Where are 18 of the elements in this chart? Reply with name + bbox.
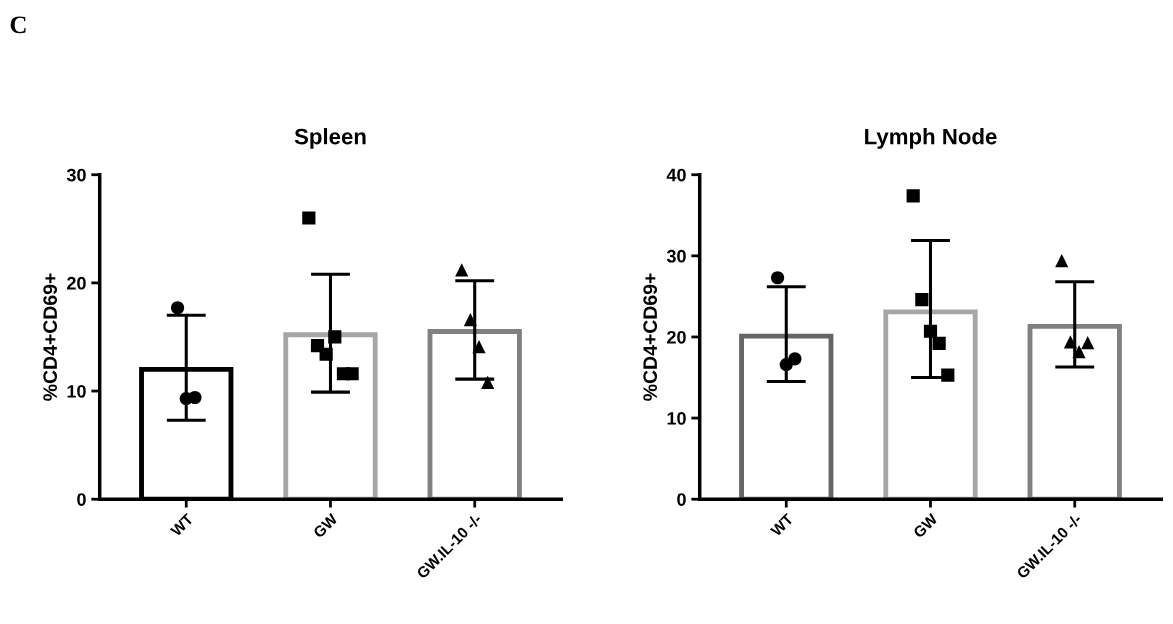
y-axis-title: %CD4+CD69+ [643, 273, 658, 401]
y-tick-label: 0 [77, 493, 86, 506]
y-tick-label: 30 [666, 249, 686, 263]
y-tick-label: 20 [67, 276, 86, 290]
y-tick-label: 10 [67, 384, 86, 398]
x-tick-label: WT [169, 512, 194, 538]
x-tick-label: GW [312, 512, 339, 539]
chart-title: Lymph Node [865, 128, 997, 149]
text: C [10, 16, 26, 34]
y-tick-label: 20 [667, 330, 686, 344]
x-tick-label: WT [769, 512, 794, 538]
y-tick-label: 0 [677, 493, 686, 506]
y-tick-label: 40 [666, 168, 686, 182]
x-tick-label: GW [912, 512, 939, 539]
y-tick-label: 10 [667, 412, 686, 425]
y-tick-label: 30 [66, 168, 86, 182]
y-axis-title: %CD4+CD69+ [43, 273, 58, 401]
chart-title: Spleen [294, 128, 366, 149]
